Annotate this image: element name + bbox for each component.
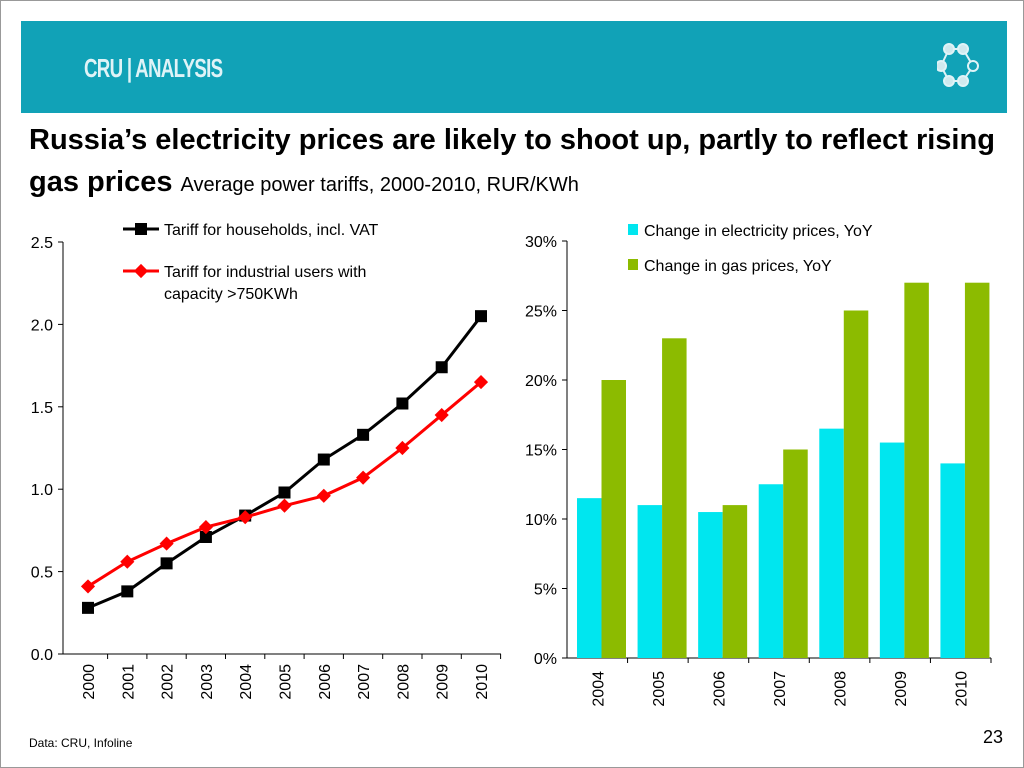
- legend-label-households: Tariff for households, incl. VAT: [164, 222, 379, 239]
- page-number: 23: [982, 727, 1003, 747]
- legend-label-industrial-2: capacity >750KWh: [164, 286, 298, 303]
- x-tick-label-left: 2005: [278, 664, 295, 700]
- bar-gas: [662, 338, 687, 658]
- legend-marker-0: [135, 223, 147, 235]
- data-point-households: [278, 486, 291, 499]
- x-tick-label-right: 2004: [590, 671, 607, 707]
- legend-label-gas: Change in gas prices, YoY: [644, 258, 832, 275]
- x-tick-label-right: 2008: [833, 671, 850, 707]
- y-tick-label-right: 0%: [534, 651, 557, 668]
- bar-gas: [783, 449, 808, 658]
- y-tick-label-right: 20%: [525, 373, 557, 390]
- data-point-industrial: [316, 488, 331, 503]
- data-point-industrial: [238, 510, 253, 525]
- data-point-households: [357, 428, 370, 441]
- x-tick-label-left: 2006: [317, 664, 334, 700]
- bar-gas: [601, 380, 626, 658]
- data-point-households: [396, 397, 409, 410]
- y-tick-label-left: 1.5: [31, 400, 53, 417]
- bar-electricity: [940, 463, 965, 658]
- x-tick-label-left: 2004: [238, 664, 255, 700]
- legend-swatch-0: [628, 224, 638, 235]
- x-tick-label-left: 2001: [120, 664, 137, 700]
- y-tick-label-right: 10%: [525, 512, 557, 529]
- title-subtitle: Average power tariffs, 2000-2010, RUR/KW…: [180, 174, 579, 196]
- y-tick-label-right: 30%: [525, 234, 557, 251]
- data-point-households: [475, 310, 487, 323]
- cru-logo: CRU | ANALYSIS: [84, 53, 223, 83]
- bar-gas: [843, 310, 869, 658]
- y-tick-label-right: 5%: [534, 582, 557, 599]
- molecule-logo-icon: [937, 43, 979, 87]
- bar-gas: [904, 282, 929, 658]
- x-tick-label-left: 2007: [356, 664, 373, 700]
- y-tick-label-left: 0.5: [31, 565, 53, 582]
- title-main: Russia’s electricity prices are likely t…: [29, 124, 995, 198]
- y-tick-label-right: 15%: [525, 443, 557, 460]
- data-point-households: [199, 530, 212, 543]
- data-point-industrial: [80, 579, 96, 594]
- x-tick-label-left: 2010: [474, 664, 491, 700]
- x-tick-label-left: 2009: [435, 664, 452, 700]
- bar-gas: [722, 505, 748, 658]
- y-tick-label-left: 1.0: [31, 482, 53, 499]
- data-point-industrial: [356, 470, 371, 485]
- data-point-industrial: [159, 536, 174, 551]
- x-tick-label-right: 2010: [954, 671, 971, 707]
- bar-electricity: [698, 512, 723, 658]
- x-tick-label-right: 2007: [772, 671, 789, 707]
- legend-label-industrial-1: Tariff for industrial users with: [164, 264, 366, 281]
- data-point-industrial: [434, 407, 449, 423]
- header-banner: CRU | ANALYSIS: [21, 21, 1007, 113]
- data-point-households: [317, 453, 330, 466]
- slide-title: Russia’s electricity prices are likely t…: [29, 119, 1023, 206]
- bar-electricity: [879, 442, 905, 658]
- legend-swatch-1: [628, 259, 638, 270]
- y-tick-label-left: 2.0: [31, 317, 53, 334]
- bar-electricity: [577, 498, 602, 658]
- x-tick-label-right: 2006: [711, 671, 728, 707]
- x-tick-label-left: 2003: [199, 664, 216, 700]
- x-tick-label-left: 2008: [395, 664, 412, 700]
- data-point-households: [121, 585, 134, 598]
- bar-electricity: [637, 505, 663, 658]
- data-point-households: [435, 361, 448, 374]
- legend-marker-1: [133, 263, 149, 279]
- x-tick-label-right: 2005: [651, 671, 668, 707]
- data-point-industrial: [395, 440, 410, 456]
- x-tick-label-left: 2000: [81, 664, 98, 700]
- data-point-industrial: [473, 375, 489, 390]
- line-series-1: [87, 380, 482, 588]
- y-tick-label-left: 0.0: [31, 647, 53, 664]
- x-tick-label-left: 2002: [160, 664, 177, 700]
- legend-label-electricity: Change in electricity prices, YoY: [644, 223, 873, 240]
- bar-electricity: [819, 428, 844, 658]
- data-point-industrial: [198, 520, 213, 535]
- data-point-industrial: [120, 554, 135, 569]
- data-point-households: [82, 601, 94, 614]
- line-series-0: [87, 315, 483, 610]
- y-tick-label-left: 2.5: [31, 235, 53, 252]
- bar-gas: [964, 282, 990, 658]
- data-point-households: [160, 557, 173, 570]
- y-tick-label-right: 25%: [525, 304, 557, 321]
- x-tick-label-right: 2009: [893, 671, 910, 707]
- data-point-industrial: [277, 498, 292, 513]
- source-note: Data: CRU, Infoline: [29, 736, 133, 750]
- bar-electricity: [758, 484, 784, 658]
